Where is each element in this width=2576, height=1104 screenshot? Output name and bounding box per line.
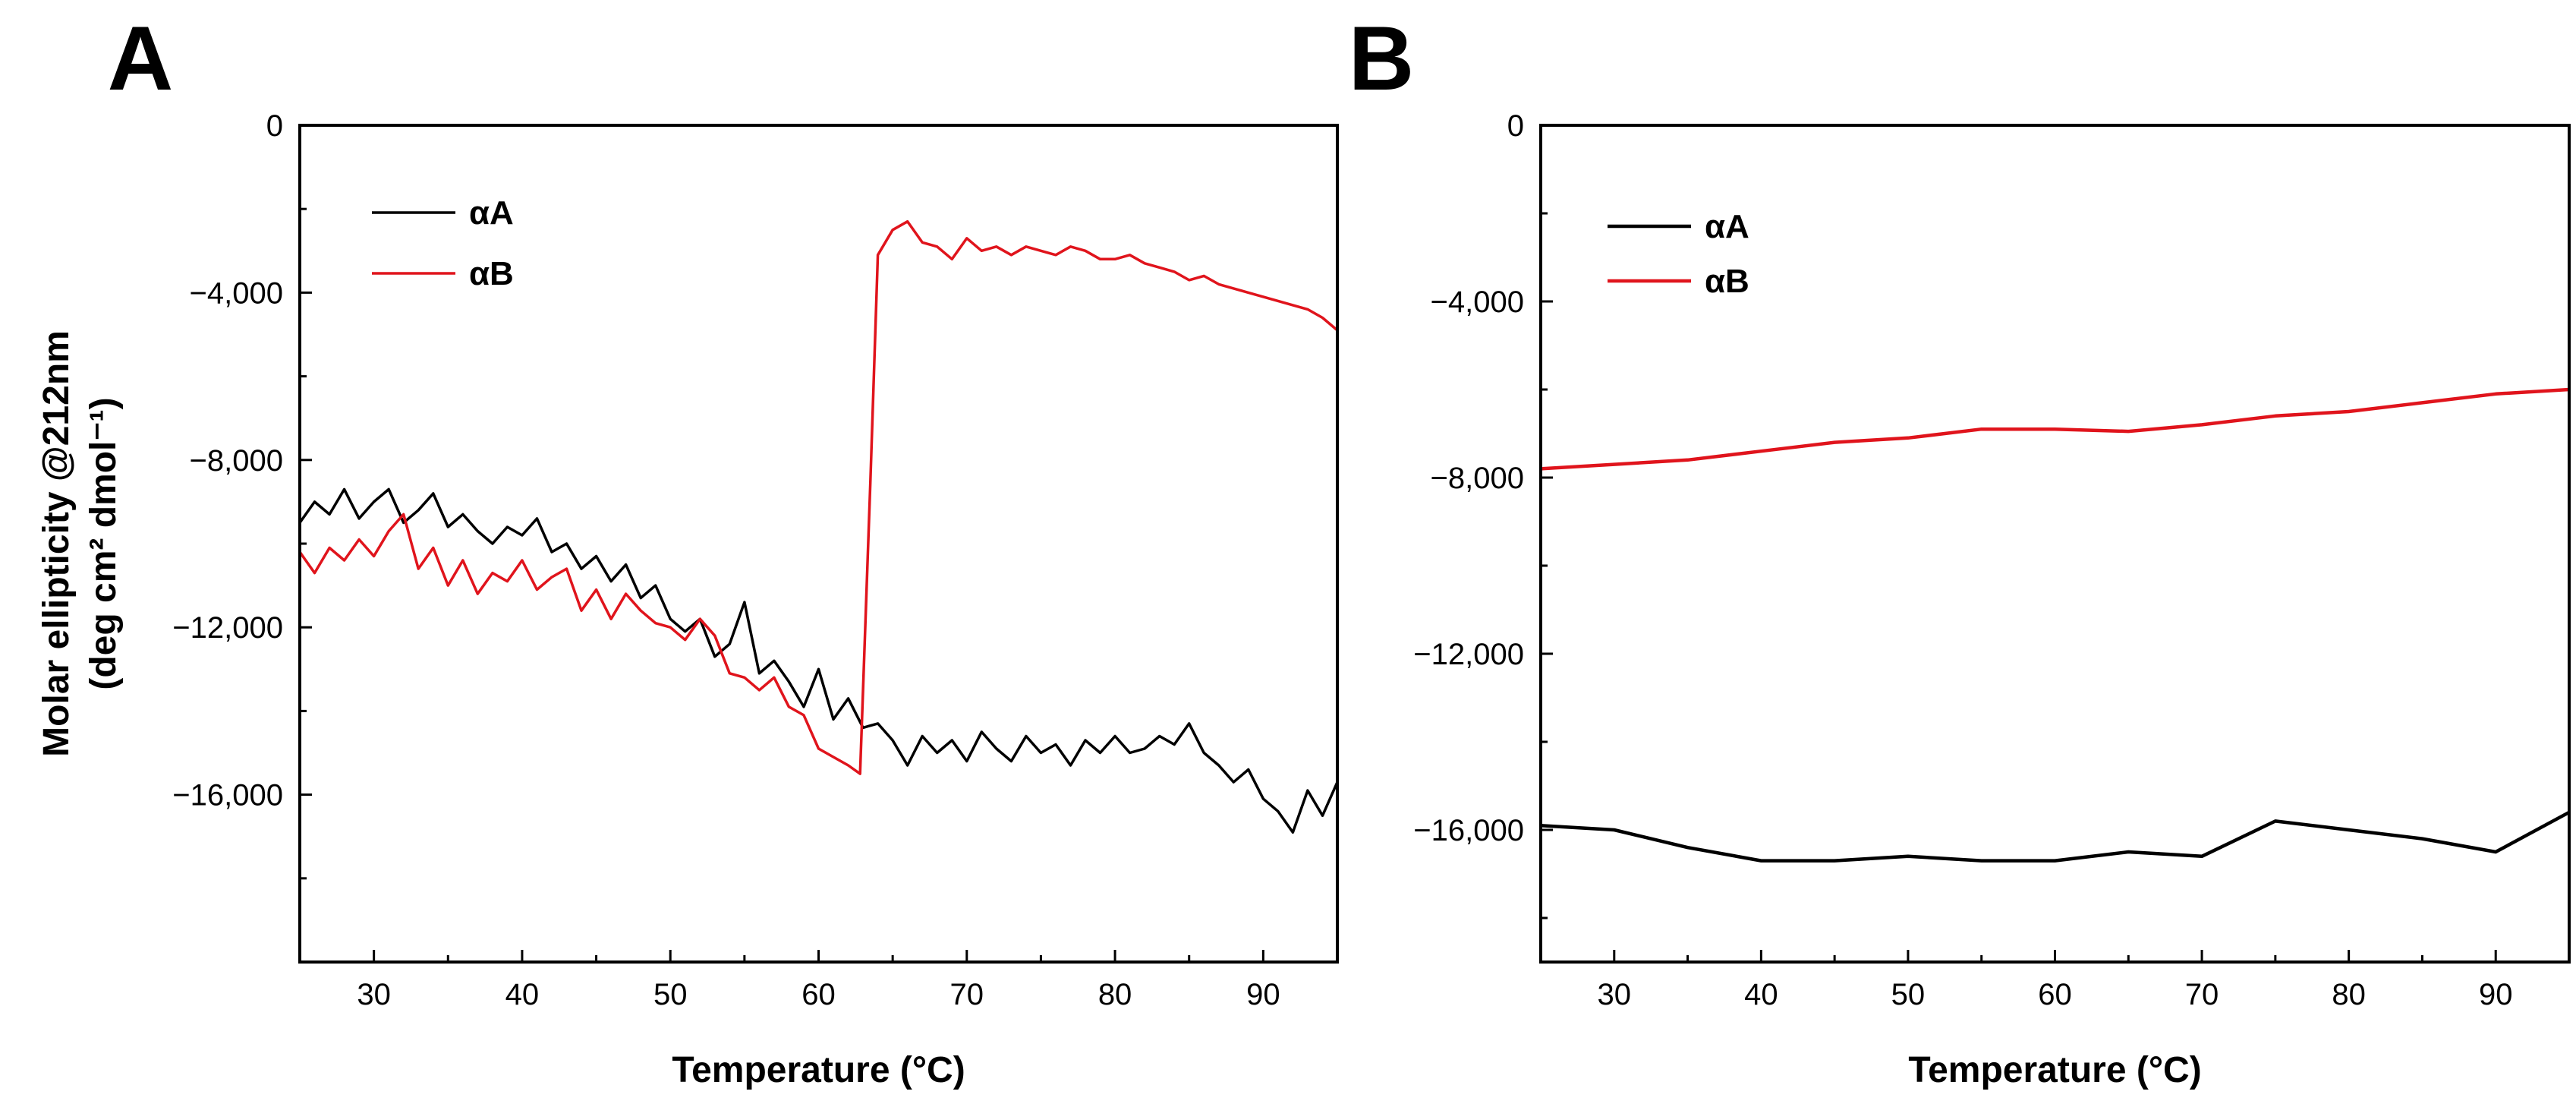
legend-label: αA [469,194,514,232]
y-tick-label: −12,000 [1413,638,1524,671]
plot-frame [1539,124,2571,964]
series-line-alpha-a [1540,810,2571,863]
y-tick-label: −16,000 [1413,814,1524,847]
x-tick-label: 90 [2479,978,2513,1011]
y-tick-label: −12,000 [172,611,283,645]
x-tick-label: 40 [1744,978,1778,1011]
x-axis-title: Temperature (°C) [672,1050,965,1090]
x-tick-label: 30 [357,978,391,1011]
x-tick-label: 80 [2332,978,2366,1011]
x-tick-label: 60 [2038,978,2072,1011]
panel-a: A 30 40 50 60 70 80 90 0 −4,000 −8,000 −12,000 −16,0… [36,8,1339,1090]
legend-label: αA [1705,208,1749,245]
y-tick-label: −4,000 [1431,285,1524,319]
legend-label: αB [469,255,514,292]
panel-label: A [108,8,174,109]
legend-label: αB [1705,263,1749,300]
series-line-alpha-b [298,219,1339,775]
x-tick-label: 50 [1891,978,1926,1011]
series-line-alpha-a [298,487,1339,834]
y-tick-label: −8,000 [190,444,283,478]
y-tick-label: −4,000 [190,276,283,310]
plot-frame [298,124,1339,964]
panel-b: B 30 40 50 60 70 80 90 0 −4,000 −8,000 −12,000 −16,0… [1349,8,2571,1090]
y-tick-label: −8,000 [1431,462,1524,495]
y-tick-label: 0 [1507,109,1524,143]
x-tick-label: 90 [1246,978,1280,1011]
x-tick-label: 50 [653,978,688,1011]
y-tick-label: 0 [266,109,283,143]
series-line-alpha-b [1540,387,2570,471]
x-tick-label: 70 [2185,978,2219,1011]
x-tick-label: 80 [1098,978,1132,1011]
x-axis-title: Temperature (°C) [1908,1050,2201,1090]
x-tick-label: 70 [950,978,984,1011]
x-tick-label: 60 [801,978,836,1011]
panel-label: B [1349,8,1415,109]
y-tick-label: −16,000 [172,779,283,812]
y-axis-units: (deg cm² dmol⁻¹) [83,397,124,689]
x-tick-label: 30 [1598,978,1632,1011]
y-axis-title: Molar ellipticity @212nm [36,330,77,757]
x-tick-label: 40 [505,978,540,1011]
